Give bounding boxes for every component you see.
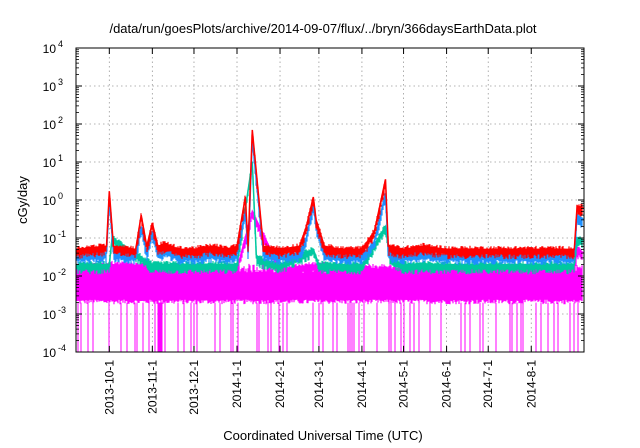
series-dropouts: [77, 302, 579, 352]
y-axis-label: cGy/day: [15, 176, 30, 224]
y-tick-label: 10: [43, 346, 57, 360]
x-tick-label: 2014-8-1: [524, 360, 538, 408]
y-tick-exponent: -3: [58, 305, 66, 315]
y-tick-exponent: 0: [58, 191, 63, 201]
y-tick-exponent: 3: [58, 77, 63, 87]
series-dropout-block: [157, 302, 163, 352]
y-tick-label: 10: [43, 80, 57, 94]
y-tick-exponent: 2: [58, 115, 63, 125]
x-axis-ticks: 2013-10-1 2013-11-1 2013-12-1 2014-1-1 2014-…: [102, 48, 538, 415]
y-tick-exponent: 1: [58, 153, 63, 163]
x-tick-label: 2013-10-1: [102, 360, 116, 415]
y-tick-label: 10: [43, 42, 57, 56]
y-tick-exponent: 4: [58, 39, 63, 49]
x-tick-label: 2014-4-1: [355, 360, 369, 408]
x-axis-label: Coordinated Universal Time (UTC): [223, 428, 422, 443]
x-tick-label: 2013-12-1: [187, 360, 201, 415]
y-tick-label: 10: [43, 194, 57, 208]
y-tick-exponent: -1: [58, 229, 66, 239]
x-tick-label: 2014-1-1: [230, 360, 244, 408]
x-tick-label: 2014-2-1: [273, 360, 287, 408]
x-tick-label: 2013-11-1: [145, 360, 159, 414]
series-2-line: [76, 161, 585, 266]
x-tick-label: 2014-6-1: [440, 360, 454, 408]
x-tick-label: 2014-3-1: [312, 360, 326, 408]
y-tick-label: 10: [43, 232, 57, 246]
y-tick-label: 10: [43, 308, 57, 322]
y-tick-exponent: -4: [58, 343, 66, 353]
chart-title: /data/run/goesPlots/archive/2014-09-07/f…: [109, 21, 536, 36]
y-tick-exponent: -2: [58, 267, 66, 277]
series-floor-band: [76, 263, 583, 305]
series-lines: [75, 129, 585, 280]
series-noise: [76, 263, 583, 352]
y-tick-label: 10: [43, 118, 57, 132]
x-tick-label: 2014-7-1: [481, 360, 495, 408]
series-0-line: [75, 129, 585, 251]
y-tick-label: 10: [43, 156, 57, 170]
x-tick-label: 2014-5-1: [397, 360, 411, 408]
y-tick-label: 10: [43, 270, 57, 284]
